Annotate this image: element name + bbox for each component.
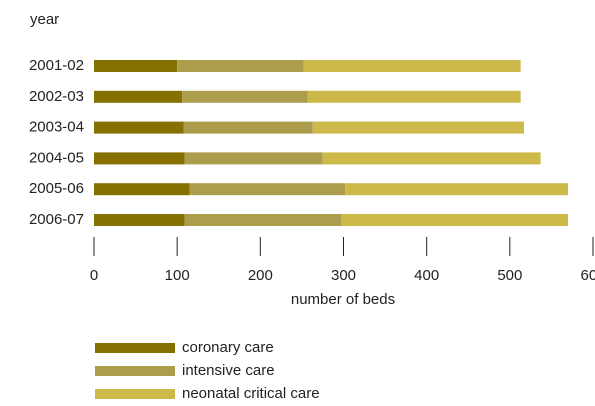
legend-swatch [95,343,175,353]
bar-segment [303,60,521,72]
x-tick-label: 100 [165,267,190,284]
bar-segment [94,121,184,134]
bar-segment [345,183,569,196]
y-tick-label: 2006-07 [29,211,84,228]
bar-segment [182,90,308,103]
y-tick-label: 2005-06 [29,180,84,197]
x-axis-title: number of beds [291,291,395,308]
bar-segment [322,152,541,165]
y-tick-label: 2004-05 [29,149,84,166]
bar-segment [94,60,178,72]
legend-label: neonatal critical care [182,385,320,402]
y-tick-label: 2001-02 [29,57,84,74]
legend-swatch [95,366,175,376]
y-tick-label: 2003-04 [29,119,84,136]
legend-label: intensive care [182,362,275,379]
bar-segment [312,121,524,134]
bar-segment [183,121,313,134]
legend-swatch [95,389,175,399]
bar-segment [94,90,183,103]
bar-segment [94,183,190,196]
x-tick-label: 500 [497,267,522,284]
y-axis-title: year [30,11,59,28]
bar-segment [189,183,346,196]
bar-segment [307,90,521,103]
x-tick-label: 200 [248,267,273,284]
bar-segment [94,214,185,226]
y-tick-label: 2002-03 [29,88,84,105]
bar-segment [184,152,323,165]
bar-segment [177,60,304,72]
x-tick-label: 300 [331,267,356,284]
legend-label: coronary care [182,339,274,356]
x-tick-label: 400 [414,267,439,284]
bar-segment [341,214,569,226]
bar-segment [94,152,185,165]
x-tick-label: 0 [90,267,98,284]
x-tick-label: 600 [580,267,595,284]
bar-segment [184,214,342,226]
